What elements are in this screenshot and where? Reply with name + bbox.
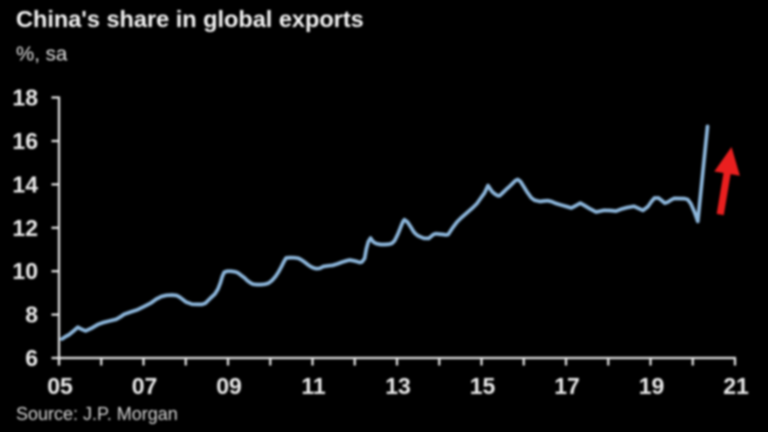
- svg-text:21: 21: [723, 373, 749, 399]
- svg-text:15: 15: [470, 373, 496, 399]
- svg-text:12: 12: [12, 215, 38, 241]
- svg-text:14: 14: [12, 171, 38, 197]
- svg-text:Source: J.P. Morgan: Source: J.P. Morgan: [16, 404, 178, 424]
- svg-text:11: 11: [301, 373, 326, 399]
- svg-text:17: 17: [554, 373, 580, 399]
- svg-text:%, sa: %, sa: [16, 43, 68, 66]
- svg-text:18: 18: [12, 85, 38, 111]
- svg-text:10: 10: [12, 258, 38, 284]
- svg-text:07: 07: [132, 373, 158, 399]
- svg-text:16: 16: [12, 128, 38, 154]
- svg-text:6: 6: [25, 345, 38, 371]
- svg-text:13: 13: [385, 373, 411, 399]
- svg-text:05: 05: [47, 373, 73, 399]
- svg-text:19: 19: [639, 373, 665, 399]
- svg-text:China's share in global export: China's share in global exports: [16, 6, 364, 32]
- svg-text:09: 09: [216, 373, 242, 399]
- svg-text:8: 8: [25, 302, 38, 328]
